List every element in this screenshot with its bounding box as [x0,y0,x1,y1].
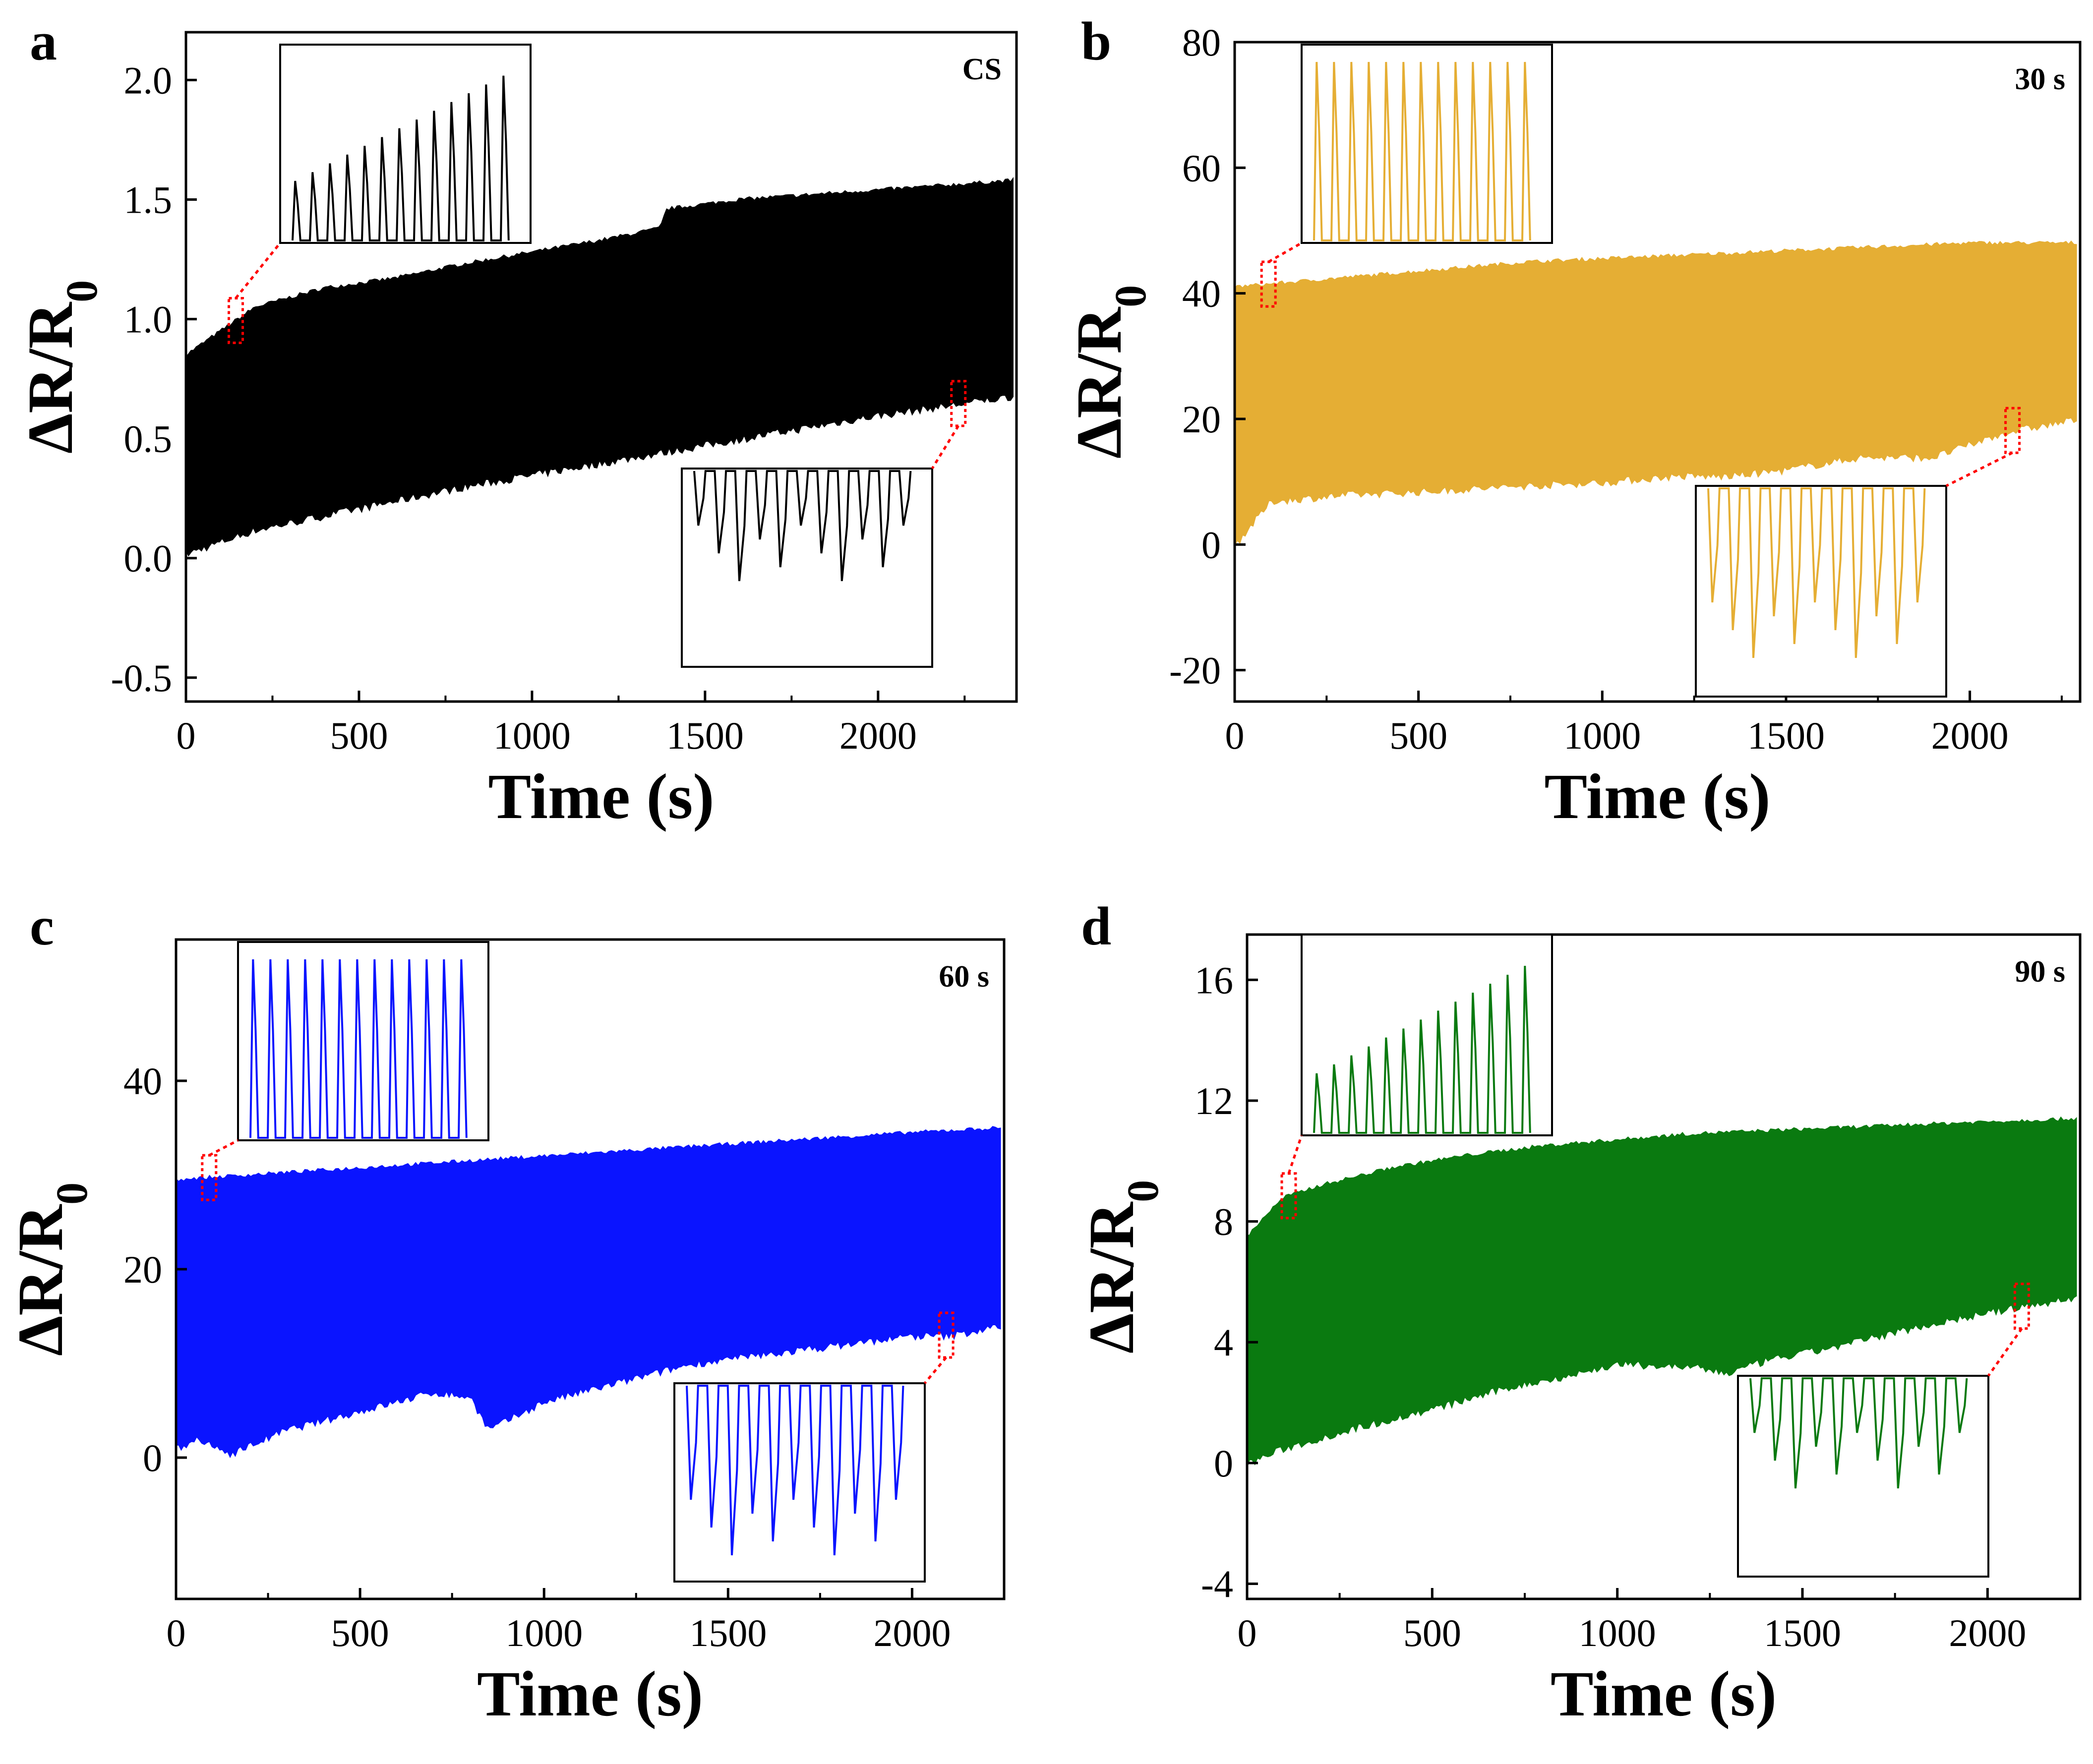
panel-letter-a: a [30,11,57,71]
zoom-connector-bottom-c [924,1356,948,1384]
y-tick-label-c: 0 [143,1436,162,1479]
x-tick-label-a: 1000 [493,714,571,757]
x-tick-label-c: 1500 [689,1611,767,1654]
zoom-connector-top-b [1267,241,1303,263]
y-tick-label-a: 1.0 [124,298,173,341]
inset-trace-top-b [1313,61,1531,241]
panel-letter-b: b [1081,11,1111,71]
panel-letter-d: d [1081,896,1111,956]
x-tick-label-c: 2000 [873,1611,951,1654]
x-tick-label-a: 2000 [839,714,917,757]
x-tick-label-d: 1500 [1764,1611,1841,1654]
x-tick-label-b: 2000 [1931,714,2009,757]
zoom-connector-top-a [235,242,281,299]
y-tick-label-d: 4 [1214,1321,1233,1364]
inset-bottom-a [681,468,933,668]
data-band-b [1234,240,2077,547]
inset-bottom-d [1737,1375,1989,1578]
inset-trace-top-c [249,959,468,1139]
x-axis-title-b: Time (s) [1544,761,1770,832]
x-axis-title-a: Time (s) [488,761,714,832]
x-tick-label-d: 2000 [1949,1611,2026,1654]
inset-top-d [1301,934,1553,1136]
y-tick-label-b: 0 [1201,523,1221,566]
x-tick-label-a: 500 [330,714,388,757]
y-tick-label-b: 80 [1182,21,1221,64]
plot-frame-d [1246,933,2082,1600]
zoom-connector-bottom-a [931,425,959,470]
y-tick-label-b: 40 [1182,272,1221,315]
panel-a: 0 500 1000 1500 2000 -0.5 0.0 0.5 1.0 1.5 2.0 Time … [15,11,1018,832]
plot-frame-b [1233,41,2082,703]
y-tick-label-b: 60 [1182,146,1221,189]
zoom-connector-bottom-b [1945,451,2013,487]
y-tick-label-a: 2.0 [124,59,173,102]
zoom-connector-top-d [1287,1135,1303,1174]
y-tick-label-d: 0 [1214,1442,1233,1485]
inset-trace-bottom-a [693,470,912,582]
zoom-connector-bottom-d [1987,1328,2023,1377]
inset-trace-bottom-d [1749,1377,1968,1489]
x-tick-label-c: 1000 [505,1611,583,1654]
sample-label-b: 30 s [2015,62,2065,96]
y-tick-label-c: 40 [123,1059,162,1103]
inset-trace-top-a [292,75,510,241]
data-band-c [176,1126,1001,1459]
x-tick-label-a: 0 [177,714,196,757]
sample-label-c: 60 s [939,960,989,994]
x-tick-label-c: 0 [167,1611,186,1654]
x-tick-label-b: 500 [1389,714,1447,757]
x-axis-title-c: Time (s) [477,1658,703,1730]
panel-letter-c: c [30,896,54,956]
y-tick-label-a: 0.5 [124,417,173,461]
y-tick-label-d: 16 [1195,958,1233,1001]
x-tick-label-c: 500 [331,1611,389,1654]
x-tick-label-d: 500 [1403,1611,1461,1654]
data-band-a [185,177,1014,557]
plot-frame-a [184,31,1018,703]
y-tick-label-a: -0.5 [111,656,172,700]
x-tick-label-b: 1500 [1747,714,1825,757]
y-axis-title-d: ΔR/R0 [1076,1180,1168,1353]
y-axis-title-c: ΔR/R0 [5,1182,97,1356]
x-tick-label-d: 1000 [1579,1611,1656,1654]
y-tick-label-d: 8 [1214,1200,1233,1243]
y-tick-label-a: 1.5 [124,178,173,222]
x-tick-label-d: 0 [1238,1611,1257,1654]
x-tick-label-a: 1500 [666,714,744,757]
x-tick-label-b: 1000 [1563,714,1641,757]
y-tick-label-d: -4 [1201,1563,1233,1606]
y-tick-label-b: -20 [1169,649,1221,692]
y-tick-label-c: 20 [123,1248,162,1291]
inset-trace-bottom-b [1707,487,1926,658]
y-tick-label-a: 0.0 [124,537,173,580]
x-tick-label-b: 0 [1225,714,1245,757]
inset-trace-bottom-c [686,1385,904,1556]
x-axis-title-d: Time (s) [1551,1658,1777,1730]
panel-c: 0 500 1000 1500 2000 0 20 40 Time (s) ΔR/R0 c 60 s [5,896,1006,1730]
sample-label-d: 90 s [2015,955,2065,989]
y-tick-label-b: 20 [1182,398,1221,441]
inset-trace-top-d [1313,966,1531,1134]
sample-label-a: CS [962,53,1002,86]
y-axis-title-b: ΔR/R0 [1064,285,1155,459]
y-tick-label-d: 12 [1195,1079,1233,1122]
y-axis-title-a: ΔR/R0 [15,280,107,454]
data-band-d [1247,1116,2077,1468]
inset-top-a [279,44,532,244]
zoom-connector-top-c [208,1139,239,1157]
